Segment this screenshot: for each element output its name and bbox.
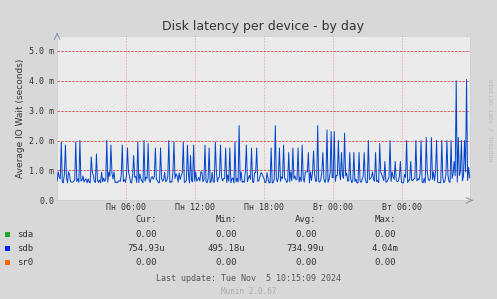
Text: 754.93u: 754.93u [128,244,166,253]
Text: sdb: sdb [17,244,33,253]
Text: 0.00: 0.00 [215,258,237,267]
Text: Max:: Max: [374,215,396,224]
Text: sda: sda [17,230,33,239]
Text: 495.18u: 495.18u [207,244,245,253]
Title: Disk latency per device - by day: Disk latency per device - by day [163,20,364,33]
Text: Last update: Tue Nov  5 10:15:09 2024: Last update: Tue Nov 5 10:15:09 2024 [156,274,341,283]
Text: 0.00: 0.00 [295,230,317,239]
Text: 4.04m: 4.04m [372,244,399,253]
Text: RRDTOOL / TOBI OETIKER: RRDTOOL / TOBI OETIKER [489,78,494,161]
Text: Avg:: Avg: [295,215,317,224]
Text: 734.99u: 734.99u [287,244,325,253]
Text: 0.00: 0.00 [136,258,158,267]
Text: Min:: Min: [215,215,237,224]
Text: 0.00: 0.00 [136,230,158,239]
Text: 0.00: 0.00 [374,258,396,267]
Y-axis label: Average IO Wait (seconds): Average IO Wait (seconds) [16,58,25,178]
Text: 0.00: 0.00 [215,230,237,239]
Text: sr0: sr0 [17,258,33,267]
Text: Munin 2.0.67: Munin 2.0.67 [221,287,276,296]
Text: 0.00: 0.00 [374,230,396,239]
Text: Cur:: Cur: [136,215,158,224]
Text: 0.00: 0.00 [295,258,317,267]
